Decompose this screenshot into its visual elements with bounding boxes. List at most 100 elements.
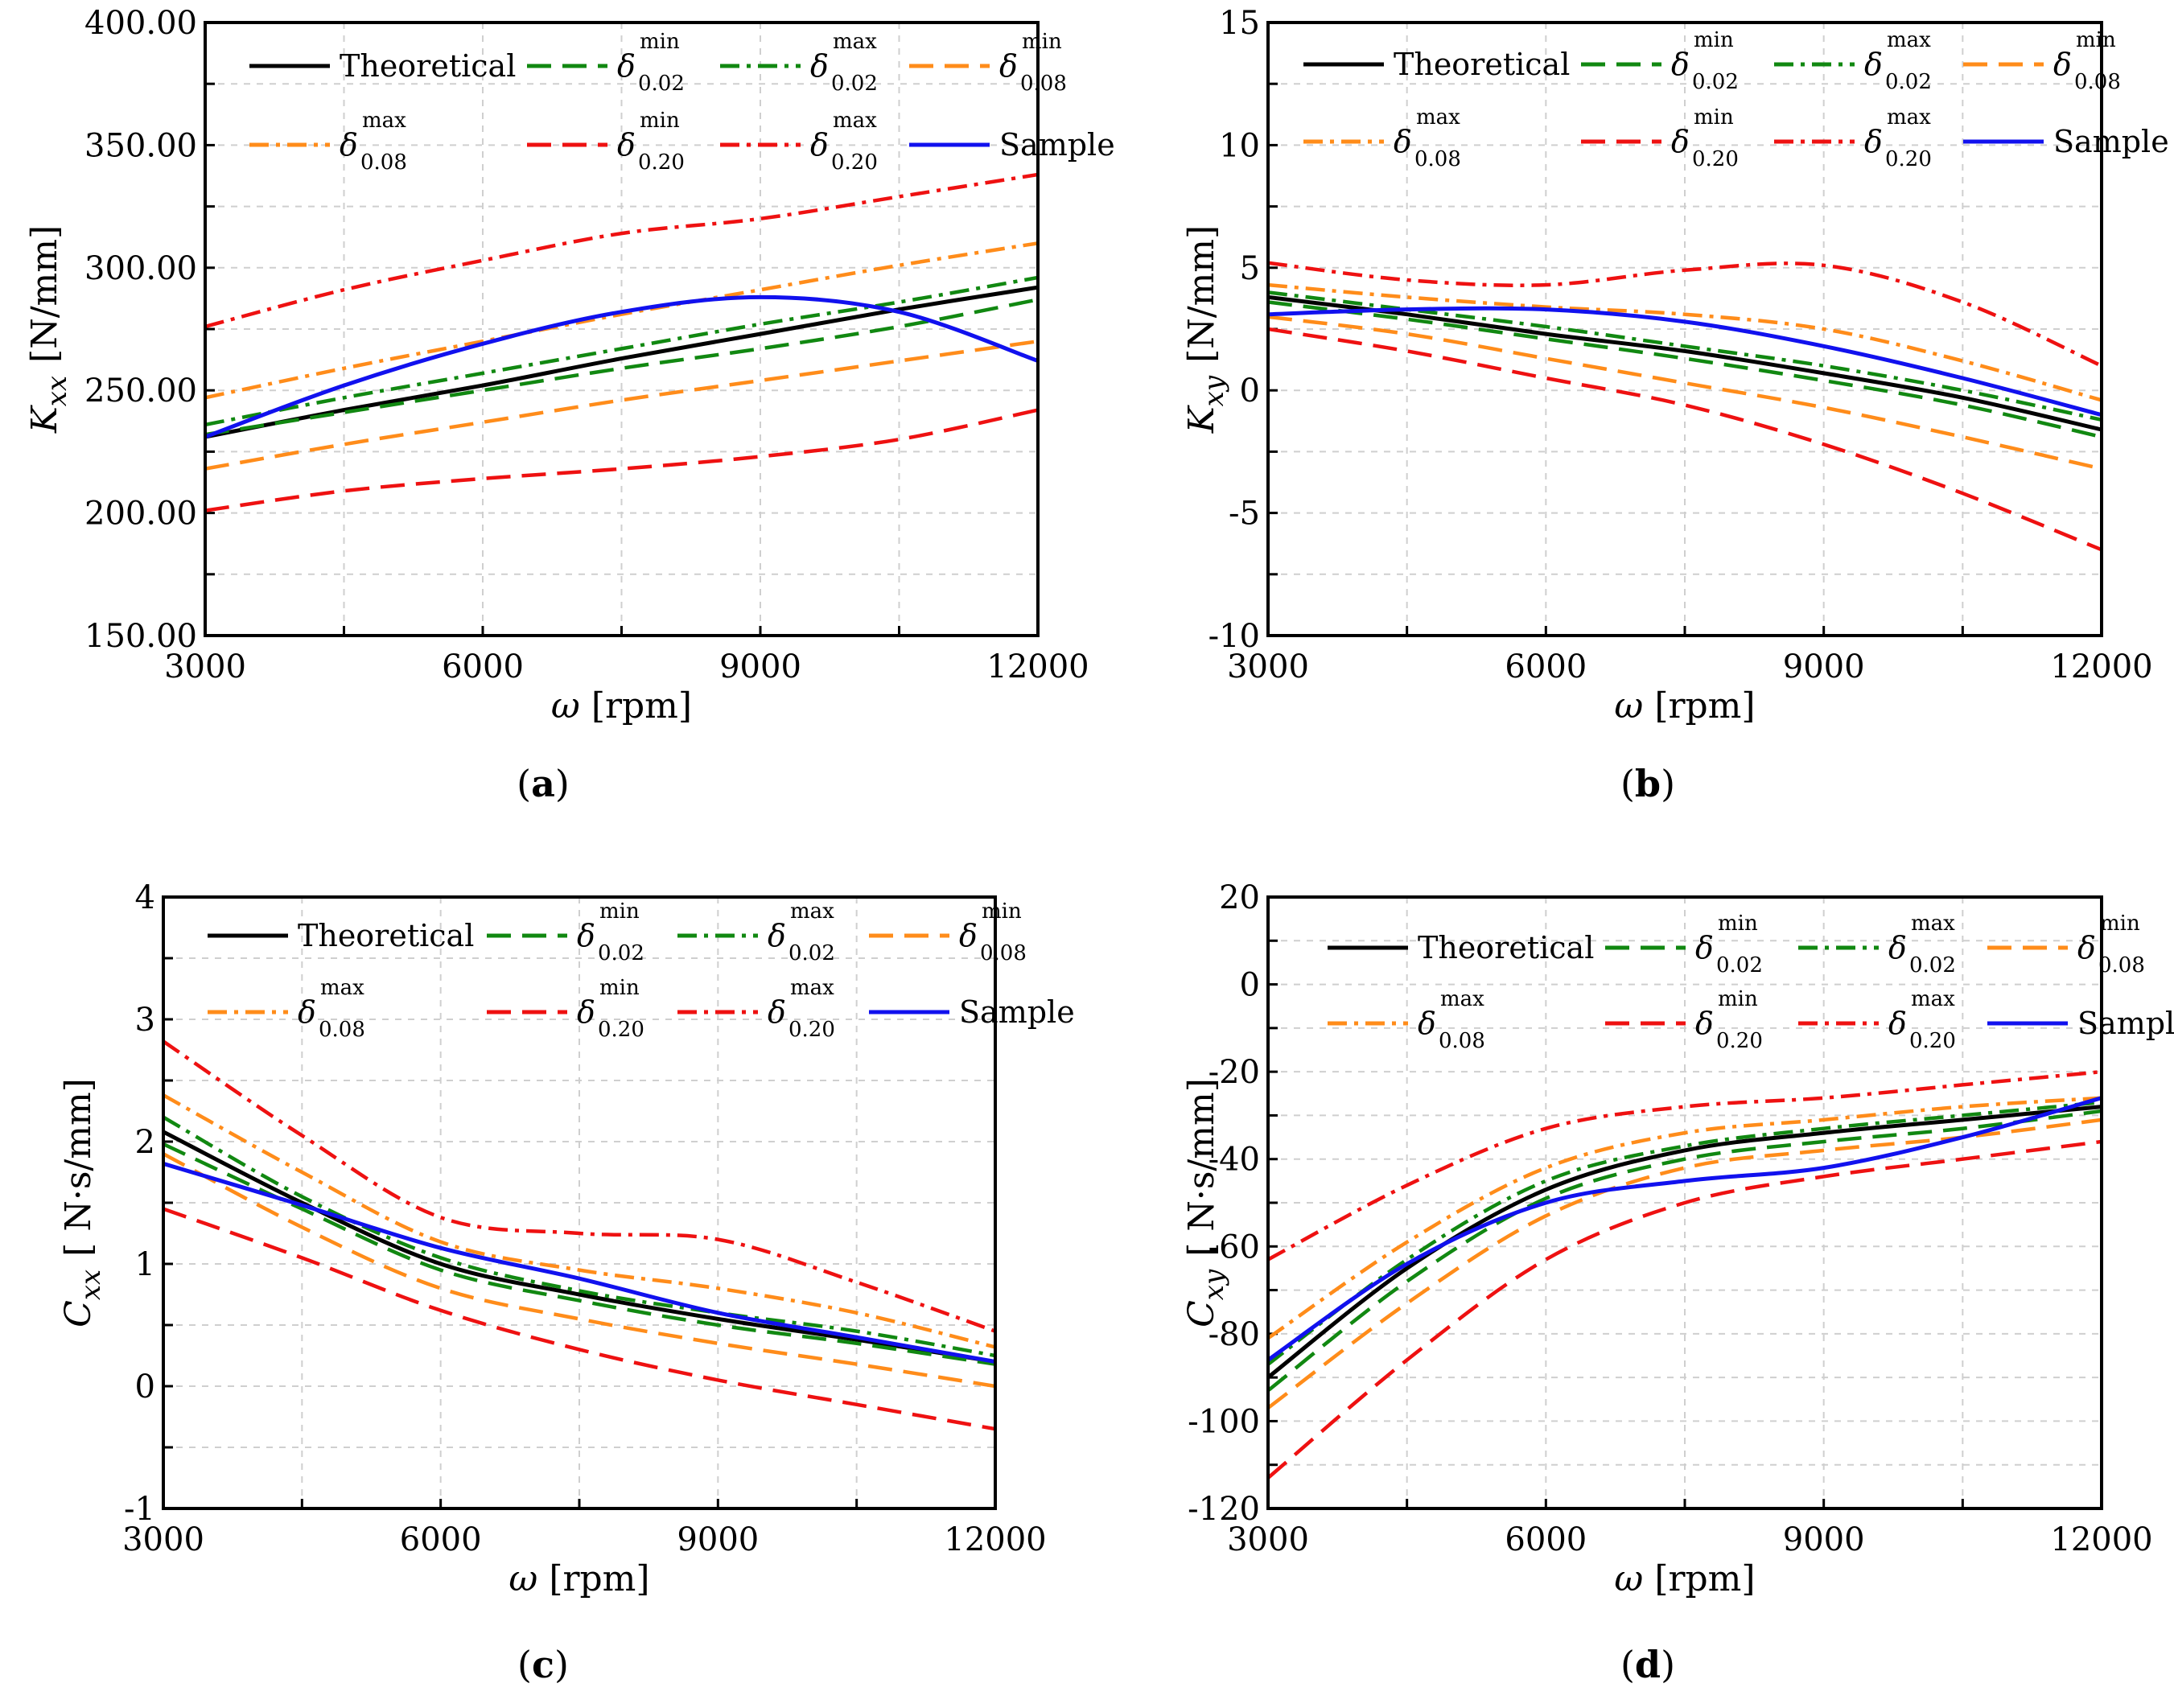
panel-d-ytick-label: -60 bbox=[1208, 1229, 1260, 1266]
panel-d-legend-sup-d020min: min bbox=[1718, 987, 1758, 1011]
panel-c-legend-sup-d020max: max bbox=[790, 976, 834, 1000]
panel-b-legend-sup-d008max: max bbox=[1416, 105, 1460, 130]
panel-c-ytick-label: 3 bbox=[135, 1002, 155, 1039]
panel-b-caption: (b) bbox=[1620, 762, 1675, 805]
panel-c-line-d008max bbox=[163, 1093, 995, 1349]
panel-c-legend-sup-d002min: min bbox=[599, 899, 640, 924]
panel-b-legend-sup-d020min: min bbox=[1694, 105, 1734, 130]
panel-c-xlabel-unit: [rpm] bbox=[549, 1558, 649, 1599]
panel-b-legend-sub-d008max: 0.08 bbox=[1414, 147, 1461, 171]
panel-d-legend-label-d002max: δ bbox=[1888, 930, 1907, 965]
panel-a-legend-sub-d008min: 0.08 bbox=[1020, 72, 1067, 96]
panel-d-legend-sub-d008min: 0.08 bbox=[2098, 953, 2145, 977]
panel-c-legend-sub-d008min: 0.08 bbox=[980, 941, 1027, 965]
panel-a-legend-sub-d020min: 0.20 bbox=[638, 150, 685, 175]
panel-d-legend-sub-d020min: 0.20 bbox=[1716, 1029, 1763, 1053]
panel-b-ylabel-symbol: K bbox=[1181, 405, 1222, 434]
panel-a-legend-label-d002max: δ bbox=[810, 48, 829, 84]
panel-b-legend-label-theoretical: Theoretical bbox=[1394, 47, 1570, 82]
panel-a-legend-sub-d008max: 0.08 bbox=[360, 150, 407, 175]
panel-c-legend-sub-d020min: 0.20 bbox=[598, 1018, 644, 1042]
panel-d-line-sample bbox=[1268, 1096, 2102, 1362]
panel-c-legend-sup-d008min: min bbox=[982, 899, 1022, 924]
panel-b-legend-sup-d008min: min bbox=[2076, 28, 2116, 52]
panel-c: 3000 6000 9000 12000 -1 0 1 2 3 4 ω [rpm] Cxx [ N·s/m… bbox=[58, 879, 1075, 1686]
panel-c-xtick-label: 9000 bbox=[677, 1521, 759, 1558]
panel-c-line-d002max bbox=[163, 1115, 995, 1358]
panel-d-line-d002min bbox=[1268, 1109, 2102, 1393]
panel-b-ytick-label: 15 bbox=[1219, 5, 1260, 42]
panel-b-xlabel-unit: [rpm] bbox=[1654, 685, 1755, 726]
panel-a-legend-label-theoretical: Theoretical bbox=[340, 48, 516, 84]
panel-c-caption-close: ) bbox=[554, 1643, 569, 1686]
panel-d-series bbox=[1268, 1069, 2102, 1480]
panel-b-legend-sub-d002max: 0.02 bbox=[1885, 70, 1932, 94]
panel-c-legend-label-d008max: δ bbox=[298, 994, 316, 1030]
panel-a-legend-sup-d020max: max bbox=[833, 109, 877, 133]
panel-c-legend-sup-d020min: min bbox=[599, 976, 640, 1000]
panel-a-series bbox=[205, 172, 1038, 512]
panel-d-caption-letter: d bbox=[1635, 1643, 1661, 1686]
panel-d-legend-label-d020min: δ bbox=[1695, 1006, 1714, 1041]
panel-d-xtick-label: 9000 bbox=[1783, 1521, 1865, 1558]
panel-d-line-d002max bbox=[1268, 1100, 2102, 1366]
panel-d: 3000 6000 9000 12000 -120 -100 -80 -60 -40 -20 0 20… bbox=[1181, 879, 2174, 1686]
panel-a-line-d008max bbox=[205, 241, 1038, 400]
panel-a-ylabel-unit: [N/mm] bbox=[24, 225, 65, 363]
panel-c-line-d020min bbox=[163, 1207, 995, 1431]
panel-b-ytick-label: 10 bbox=[1219, 127, 1260, 164]
panel-d-xlabel-unit: [rpm] bbox=[1654, 1558, 1755, 1599]
panel-d-legend-label-theoretical: Theoretical bbox=[1418, 930, 1594, 965]
panel-c-xlabel-symbol: ω bbox=[509, 1558, 537, 1599]
panel-a: 3000 6000 9000 12000 150.00 200.00 250.00 300.0… bbox=[24, 5, 1115, 805]
panel-b-legend-sup-d002max: max bbox=[1887, 28, 1931, 52]
panel-a-legend-sub-d002max: 0.02 bbox=[831, 72, 878, 96]
panel-b-xtick-label: 6000 bbox=[1505, 648, 1587, 685]
panel-d-line-d008max bbox=[1268, 1096, 2102, 1340]
panel-b-legend-label-d008max: δ bbox=[1394, 124, 1412, 159]
panel-c-frame bbox=[162, 895, 997, 1510]
panel-d-caption-open: ( bbox=[1620, 1643, 1635, 1686]
panel-d-legend-sup-d008max: max bbox=[1440, 987, 1484, 1011]
panel-b-line-sample bbox=[1268, 306, 2102, 418]
panel-b-legend-label-d020min: δ bbox=[1671, 124, 1690, 159]
panel-a-legend-label-d008max: δ bbox=[340, 127, 358, 163]
panel-a-line-d020max bbox=[205, 172, 1038, 329]
panel-c-legend-label-d020min: δ bbox=[577, 994, 595, 1030]
panel-d-xtick-label: 12000 bbox=[2050, 1521, 2152, 1558]
panel-c-ytick-label: 0 bbox=[135, 1368, 155, 1405]
panel-c-legend-label-d020max: δ bbox=[768, 994, 786, 1030]
panel-d-caption: (d) bbox=[1620, 1643, 1675, 1686]
panel-c-xtick-label: 3000 bbox=[122, 1521, 204, 1558]
panel-c-line-d008min bbox=[163, 1152, 995, 1389]
panel-a-legend-sub-d002min: 0.02 bbox=[638, 72, 685, 96]
panel-b-legend-label-d002max: δ bbox=[1864, 47, 1883, 82]
panel-b-ytick-label: -10 bbox=[1208, 618, 1260, 655]
panel-b-line-d020max bbox=[1268, 261, 2102, 368]
panel-c-legend-sub-d002max: 0.02 bbox=[788, 941, 835, 965]
panel-d-legend-sup-d020max: max bbox=[1911, 987, 1955, 1011]
panel-a-legend-label-d020max: δ bbox=[810, 127, 829, 163]
panel-c-xtick-label: 12000 bbox=[944, 1521, 1046, 1558]
panel-c-legend-label-sample: Sample bbox=[959, 994, 1075, 1030]
panel-c-ytick-label: 1 bbox=[135, 1246, 155, 1283]
panel-c-legend-label-d008min: δ bbox=[959, 918, 978, 953]
panel-c-ytick-label: 2 bbox=[135, 1124, 155, 1161]
panel-a-frame bbox=[204, 21, 1040, 637]
panel-c-legend-sub-d002min: 0.02 bbox=[598, 941, 644, 965]
panel-a-legend-label-sample: Sample bbox=[999, 127, 1115, 163]
panel-c-ylabel-unit: [ N·s/mm] bbox=[58, 1078, 99, 1257]
panel-b-legend-sup-d020max: max bbox=[1887, 105, 1931, 130]
panel-a-line-d002max bbox=[205, 275, 1038, 427]
panel-d-ylabel-symbol: C bbox=[1181, 1300, 1222, 1327]
panel-a-legend-label-d002min: δ bbox=[617, 48, 636, 84]
panel-d-ytick-label: -120 bbox=[1188, 1491, 1260, 1528]
panel-c-line-d020max bbox=[163, 1039, 995, 1333]
panel-a-legend-sub-d020max: 0.20 bbox=[831, 150, 878, 175]
panel-c-line-d002min bbox=[163, 1142, 995, 1366]
panel-b-frame bbox=[1266, 21, 2103, 637]
panel-c-xlabel: ω [rpm] bbox=[509, 1558, 649, 1599]
panel-b-caption-letter: b bbox=[1635, 762, 1661, 805]
panel-a-xtick-label: 6000 bbox=[442, 648, 524, 685]
